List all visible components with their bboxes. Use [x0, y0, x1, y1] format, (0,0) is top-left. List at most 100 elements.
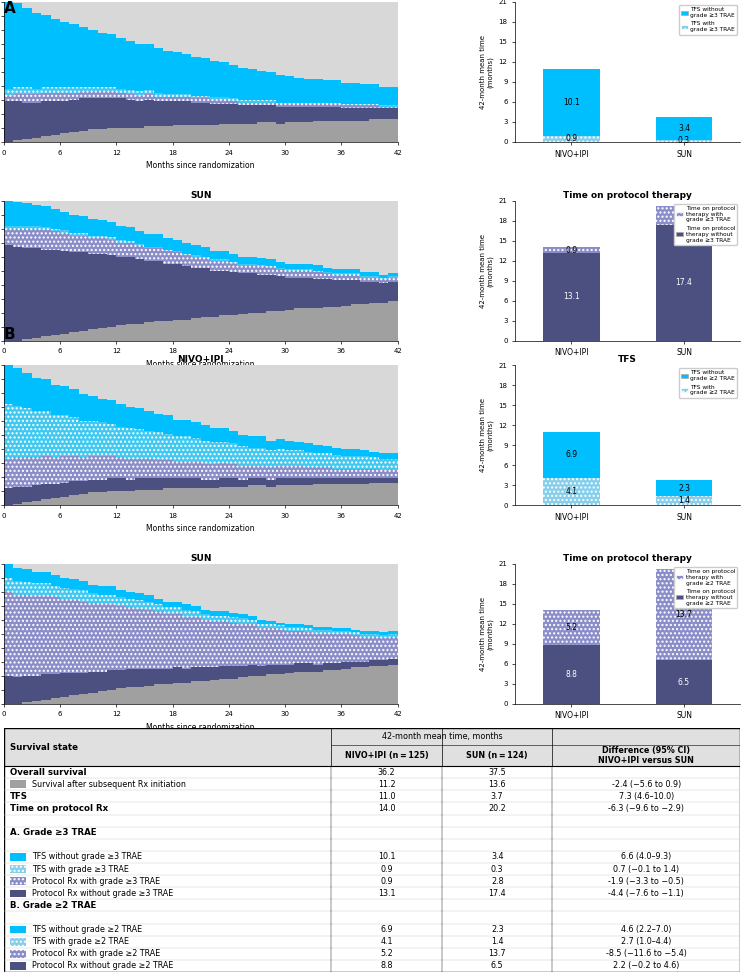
Text: 0.9: 0.9: [380, 865, 393, 874]
Bar: [4, 729, 740, 766]
Text: 6.9: 6.9: [565, 450, 577, 459]
Text: TFS without grade ≥2 TRAE: TFS without grade ≥2 TRAE: [32, 925, 142, 934]
Text: 4.1: 4.1: [565, 487, 577, 496]
Text: 1.4: 1.4: [491, 937, 504, 947]
Text: 4.1: 4.1: [380, 937, 393, 947]
Text: 8.8: 8.8: [565, 670, 577, 679]
Text: 14.0: 14.0: [378, 804, 396, 813]
Text: 42-month mean time, months: 42-month mean time, months: [382, 732, 502, 741]
Text: NIVO+IPI (n = 125): NIVO+IPI (n = 125): [345, 751, 429, 760]
Text: Survival state: Survival state: [10, 742, 77, 752]
Text: 5.2: 5.2: [380, 950, 393, 958]
Text: 0.3: 0.3: [678, 136, 690, 145]
Text: 0.9: 0.9: [380, 877, 393, 885]
Text: 2.3: 2.3: [678, 483, 690, 493]
Bar: [656, 569, 712, 660]
Text: 2.3: 2.3: [491, 925, 504, 934]
Text: 6.9: 6.9: [380, 925, 393, 934]
Bar: [543, 645, 600, 703]
Bar: [543, 611, 600, 645]
Text: -6.3 (−9.6 to −2.9): -6.3 (−9.6 to −2.9): [609, 804, 684, 813]
Bar: [656, 140, 712, 142]
Bar: [656, 496, 712, 506]
Bar: [10, 865, 26, 873]
Bar: [10, 780, 26, 788]
Text: -8.5 (−11.6 to −5.4): -8.5 (−11.6 to −5.4): [606, 950, 687, 958]
Text: 6.5: 6.5: [491, 961, 504, 970]
Bar: [656, 206, 712, 225]
Text: 7.3 (4.6–10.0): 7.3 (4.6–10.0): [619, 792, 674, 801]
Bar: [543, 135, 600, 142]
X-axis label: Months since randomization: Months since randomization: [147, 359, 255, 369]
Text: TFS without grade ≥3 TRAE: TFS without grade ≥3 TRAE: [32, 852, 141, 861]
Text: 5.2: 5.2: [565, 623, 577, 632]
Text: B: B: [4, 327, 16, 342]
Text: 11.2: 11.2: [378, 780, 396, 789]
Text: 3.4: 3.4: [678, 124, 690, 133]
Text: Survival after subsequent Rx initiation: Survival after subsequent Rx initiation: [32, 780, 185, 789]
Y-axis label: 42-month mean time
(months): 42-month mean time (months): [480, 398, 493, 472]
Text: 6.6 (4.0–9.3): 6.6 (4.0–9.3): [621, 852, 672, 861]
Text: 0.9: 0.9: [565, 134, 577, 143]
Text: 13.1: 13.1: [563, 292, 580, 301]
Text: 0.7 (−0.1 to 1.4): 0.7 (−0.1 to 1.4): [613, 865, 679, 874]
Y-axis label: 42-month mean time
(months): 42-month mean time (months): [480, 234, 493, 308]
Title: Time on protocol therapy: Time on protocol therapy: [563, 191, 692, 200]
Text: TFS with grade ≥2 TRAE: TFS with grade ≥2 TRAE: [32, 937, 129, 947]
Text: 3.4: 3.4: [491, 852, 504, 861]
X-axis label: Months since randomization: Months since randomization: [147, 161, 255, 170]
Bar: [10, 950, 26, 957]
Text: 10.1: 10.1: [378, 852, 396, 861]
Text: TFS with grade ≥3 TRAE: TFS with grade ≥3 TRAE: [32, 865, 129, 874]
Text: 13.7: 13.7: [488, 950, 506, 958]
Text: 8.8: 8.8: [380, 961, 393, 970]
Text: Protocol Rx without grade ≥3 TRAE: Protocol Rx without grade ≥3 TRAE: [32, 889, 173, 898]
Text: 11.0: 11.0: [378, 792, 396, 801]
Bar: [543, 477, 600, 506]
Text: Protocol Rx with grade ≥2 TRAE: Protocol Rx with grade ≥2 TRAE: [32, 950, 160, 958]
Bar: [543, 431, 600, 477]
Text: 37.5: 37.5: [488, 768, 506, 776]
Text: 13.6: 13.6: [489, 780, 506, 789]
Text: 13.7: 13.7: [676, 611, 693, 619]
Text: Overall survival: Overall survival: [10, 768, 86, 776]
Title: SUN: SUN: [190, 191, 211, 200]
Text: 2.2 (−0.2 to 4.6): 2.2 (−0.2 to 4.6): [613, 961, 679, 970]
Text: -2.4 (−5.6 to 0.9): -2.4 (−5.6 to 0.9): [612, 780, 681, 789]
Text: 3.7: 3.7: [491, 792, 504, 801]
Text: -4.4 (−7.6 to −1.1): -4.4 (−7.6 to −1.1): [609, 889, 684, 898]
Text: Protocol Rx with grade ≥3 TRAE: Protocol Rx with grade ≥3 TRAE: [32, 877, 160, 885]
Text: B. Grade ≥2 TRAE: B. Grade ≥2 TRAE: [10, 901, 96, 910]
Title: SUN: SUN: [190, 554, 211, 563]
Bar: [10, 889, 26, 897]
Text: 2.8: 2.8: [678, 210, 690, 220]
Text: 17.4: 17.4: [488, 889, 506, 898]
Text: A. Grade ≥3 TRAE: A. Grade ≥3 TRAE: [10, 828, 96, 838]
Bar: [656, 660, 712, 703]
Text: 1.4: 1.4: [678, 496, 690, 505]
Text: 20.2: 20.2: [488, 804, 506, 813]
Text: SUN (n = 124): SUN (n = 124): [466, 751, 528, 760]
Text: 36.2: 36.2: [378, 768, 396, 776]
Bar: [10, 878, 26, 885]
Legend: TFS without
grade ≥2 TRAE, TFS with
grade ≥2 TRAE: TFS without grade ≥2 TRAE, TFS with grad…: [679, 368, 737, 397]
Bar: [10, 962, 26, 970]
Bar: [656, 480, 712, 496]
Title: NIVO+IPI: NIVO+IPI: [177, 356, 224, 364]
Title: TFS: TFS: [618, 356, 637, 364]
Text: 2.7 (1.0–4.4): 2.7 (1.0–4.4): [621, 937, 672, 947]
Title: NIVO+IPI: NIVO+IPI: [177, 0, 224, 1]
Text: 17.4: 17.4: [676, 279, 693, 287]
Bar: [543, 68, 600, 135]
Text: Time on protocol Rx: Time on protocol Rx: [10, 804, 108, 813]
Legend: Time on protocol
therapy with
grade ≥2 TRAE, Time on protocol
therapy without
gr: Time on protocol therapy with grade ≥2 T…: [674, 567, 737, 608]
Y-axis label: 42-month mean time
(months): 42-month mean time (months): [480, 35, 493, 109]
Bar: [10, 926, 26, 933]
Text: Protocol Rx without grade ≥2 TRAE: Protocol Rx without grade ≥2 TRAE: [32, 961, 173, 970]
Text: 6.5: 6.5: [678, 678, 690, 687]
Title: Time on protocol therapy: Time on protocol therapy: [563, 554, 692, 563]
Text: Difference (95% CI)
NIVO+IPI versus SUN: Difference (95% CI) NIVO+IPI versus SUN: [598, 746, 694, 766]
Text: 2.8: 2.8: [491, 877, 504, 885]
Bar: [656, 225, 712, 341]
Text: -1.9 (−3.3 to −0.5): -1.9 (−3.3 to −0.5): [609, 877, 684, 885]
